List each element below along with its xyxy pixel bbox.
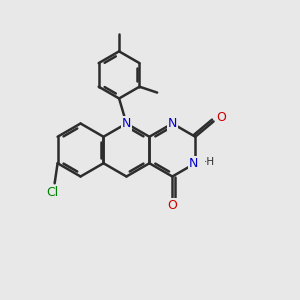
Text: N: N — [122, 117, 131, 130]
Text: Cl: Cl — [46, 186, 59, 199]
Text: O: O — [216, 111, 226, 124]
Text: N: N — [168, 117, 177, 130]
Text: O: O — [167, 199, 177, 212]
Text: N: N — [189, 157, 199, 170]
Text: ·H: ·H — [204, 157, 215, 167]
